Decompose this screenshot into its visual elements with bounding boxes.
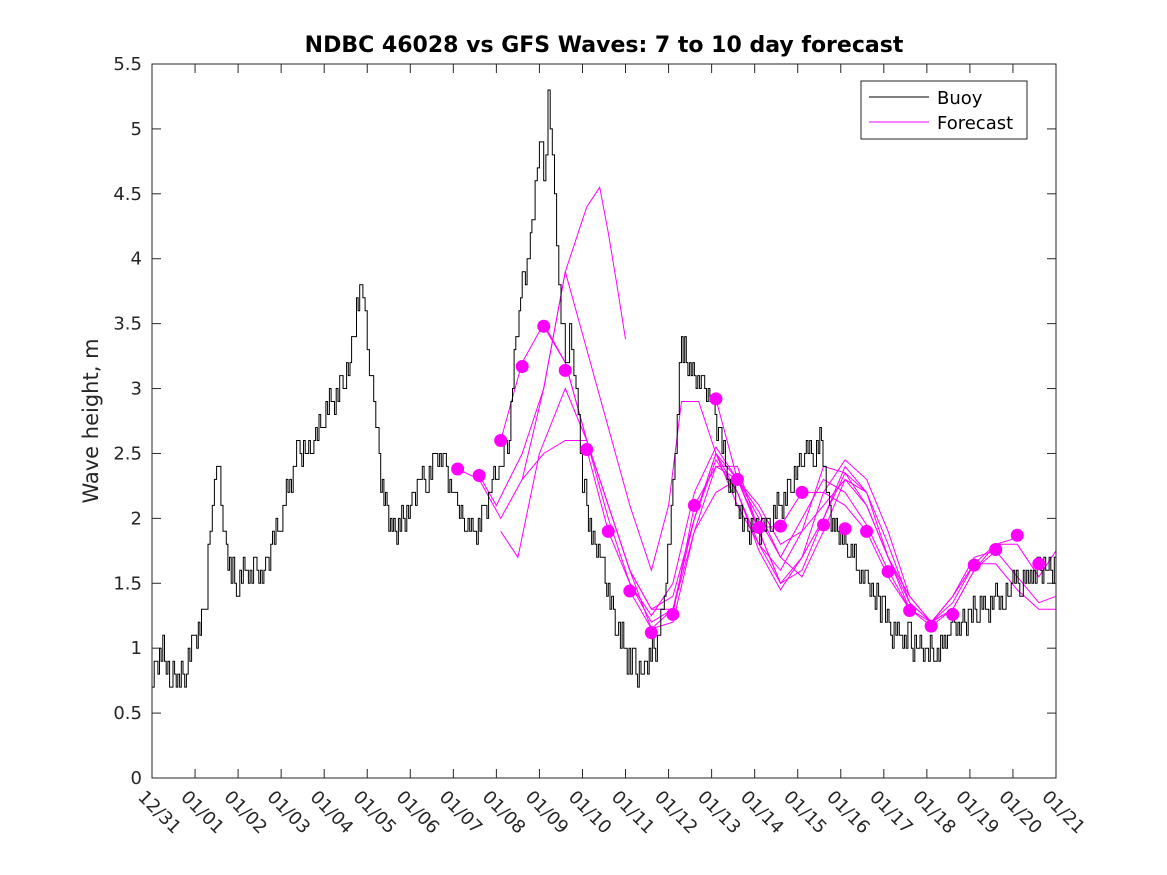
- y-tick-label: 3.5: [113, 314, 142, 335]
- legend-label-buoy: Buoy: [937, 88, 983, 109]
- y-tick-label: 0.5: [113, 703, 142, 724]
- y-axis-label: Wave height, m: [79, 338, 103, 503]
- forecast-point: [967, 558, 981, 572]
- y-tick-label: 4: [131, 249, 142, 270]
- y-tick-label: 5.5: [113, 54, 142, 75]
- forecast-point: [644, 626, 658, 640]
- forecast-point: [924, 619, 938, 633]
- y-tick-label: 1.5: [113, 573, 142, 594]
- forecast-point: [451, 462, 465, 476]
- series-layer: [152, 89, 1057, 688]
- forecast-point: [946, 607, 960, 621]
- forecast-point: [989, 543, 1003, 557]
- forecast-point: [730, 472, 744, 486]
- y-tick-label: 2: [131, 508, 142, 529]
- y-tick-label: 0: [131, 768, 142, 789]
- plot-frame: [151, 63, 1057, 779]
- forecast-point: [537, 319, 551, 333]
- forecast-point: [472, 469, 486, 483]
- legend-box: [860, 80, 1028, 140]
- plot-area: [152, 64, 1056, 778]
- forecast-point: [494, 433, 508, 447]
- legend-label-forecast: Forecast: [937, 113, 1013, 134]
- y-tick-label: 3: [131, 379, 142, 400]
- forecast-point: [881, 565, 895, 579]
- forecast-point: [687, 498, 701, 512]
- forecast-point: [1010, 528, 1024, 542]
- forecast-point: [1032, 557, 1046, 571]
- y-tick-label: 4.5: [113, 184, 142, 205]
- forecast-point: [558, 363, 572, 377]
- chart-title: NDBC 46028 vs GFS Waves: 7 to 10 day for…: [305, 33, 904, 58]
- y-axis: 0 0.5 1 1.5 2 2.5 3 3.5 4 4.5 5 5.5: [113, 54, 1056, 789]
- y-tick-label: 5: [131, 119, 142, 140]
- y-tick-label: 2.5: [113, 443, 142, 464]
- forecast-point: [795, 485, 809, 499]
- buoy-line: [152, 89, 1056, 688]
- forecast-point: [752, 520, 766, 534]
- forecast-point: [666, 607, 680, 621]
- y-tick-label: 1: [131, 638, 142, 659]
- forecast-line-run-8: [629, 452, 1057, 630]
- forecast-point: [580, 443, 594, 457]
- forecast-point: [709, 392, 723, 406]
- forecast-line-run-4: [500, 387, 911, 630]
- forecast-point: [773, 519, 787, 533]
- forecast-point: [623, 584, 637, 598]
- forecast-point: [817, 518, 831, 532]
- forecast-point: [601, 524, 615, 538]
- forecast-point: [838, 522, 852, 536]
- forecast-line-run-7: [586, 449, 1018, 623]
- forecast-point: [860, 524, 874, 538]
- legend: Buoy Forecast: [860, 80, 1028, 140]
- forecast-point: [515, 359, 529, 373]
- forecast-point: [903, 604, 917, 618]
